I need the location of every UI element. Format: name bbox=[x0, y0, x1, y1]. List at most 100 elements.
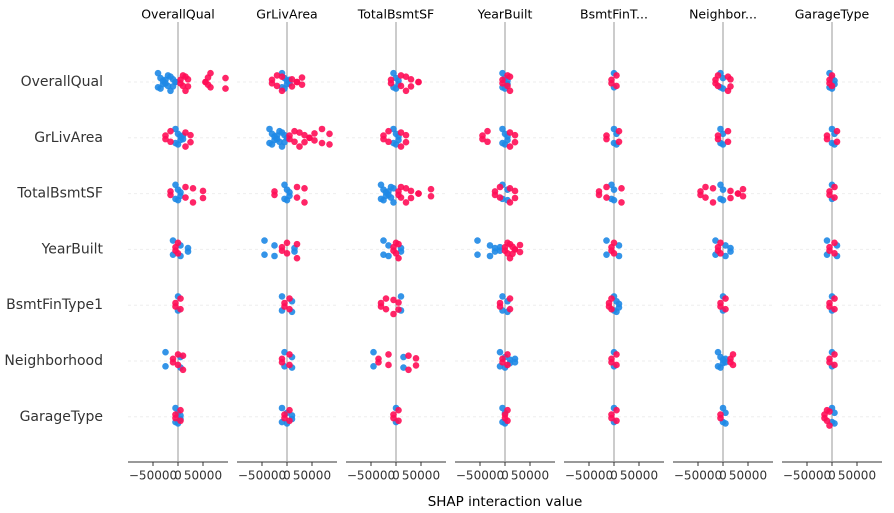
shap-dot bbox=[174, 361, 182, 369]
shap-dot bbox=[499, 69, 506, 77]
shap-dot bbox=[613, 82, 620, 90]
shap-dot bbox=[182, 143, 189, 150]
shap-dot bbox=[182, 183, 189, 191]
shap-dot bbox=[709, 185, 717, 192]
shap-dot bbox=[293, 254, 301, 262]
shap-dot bbox=[311, 137, 318, 144]
shap-dot bbox=[603, 194, 610, 201]
shap-dot bbox=[286, 188, 293, 196]
x-tick-label: 50000 bbox=[184, 469, 222, 483]
shap-dot bbox=[496, 183, 504, 191]
shap-dot bbox=[712, 237, 719, 244]
shap-dot bbox=[714, 72, 722, 79]
shap-dot bbox=[608, 305, 615, 313]
shap-dot bbox=[268, 80, 276, 87]
shap-dot bbox=[154, 69, 162, 77]
shap-dot bbox=[709, 199, 717, 206]
shap-dot bbox=[288, 412, 296, 419]
x-tick-label: 0 bbox=[719, 469, 727, 483]
shap-dot bbox=[506, 305, 514, 313]
shap-dot bbox=[828, 72, 836, 79]
shap-dot bbox=[162, 348, 169, 356]
shap-dot bbox=[177, 295, 184, 302]
shap-dot bbox=[613, 417, 620, 425]
shap-dot bbox=[613, 72, 620, 79]
shap-dot bbox=[177, 417, 184, 425]
shap-dot bbox=[278, 87, 286, 95]
shap-dot bbox=[177, 406, 184, 414]
shap-dot bbox=[511, 131, 519, 139]
shap-dot bbox=[172, 78, 179, 86]
shap-dot bbox=[400, 364, 407, 371]
shap-dot bbox=[608, 359, 615, 366]
shap-dot bbox=[615, 300, 623, 308]
shap-dot bbox=[618, 199, 625, 206]
row-label: OverallQual bbox=[21, 74, 103, 90]
shap-dot bbox=[504, 406, 511, 414]
shap-dot bbox=[603, 135, 610, 143]
shap-dot bbox=[222, 85, 229, 92]
shap-dot bbox=[499, 80, 506, 87]
shap-dot bbox=[717, 239, 724, 247]
shap-dot bbox=[293, 194, 301, 201]
x-tick-label: 50000 bbox=[402, 469, 440, 483]
shap-dot bbox=[385, 242, 392, 249]
shap-dot bbox=[499, 359, 506, 366]
shap-dot bbox=[722, 409, 729, 417]
shap-dot bbox=[222, 74, 229, 82]
shap-dot bbox=[479, 135, 486, 143]
shap-dot bbox=[402, 131, 410, 139]
x-tick-label: 0 bbox=[174, 469, 182, 483]
shap-dot bbox=[719, 196, 727, 204]
shap-dot bbox=[826, 422, 833, 429]
shap-dot bbox=[189, 199, 197, 206]
shap-dot bbox=[595, 191, 603, 199]
shap-dot bbox=[169, 359, 177, 366]
shap-dot bbox=[273, 72, 281, 79]
shap-dot bbox=[397, 129, 405, 136]
shap-dot bbox=[504, 361, 511, 369]
shap-dot bbox=[298, 81, 306, 88]
shap-dot bbox=[506, 129, 514, 136]
shap-dot bbox=[724, 138, 732, 146]
column-title: BsmtFinT... bbox=[580, 7, 648, 22]
shap-dot bbox=[727, 244, 734, 252]
shap-dot bbox=[405, 366, 412, 374]
shap-dot bbox=[395, 406, 402, 414]
shap-dot bbox=[415, 78, 422, 86]
shap-dot bbox=[608, 414, 615, 422]
shap-dot bbox=[276, 138, 283, 146]
shap-dot bbox=[719, 130, 727, 138]
shap-dot bbox=[395, 77, 402, 84]
shap-dot bbox=[484, 127, 491, 135]
shap-dot bbox=[187, 131, 194, 139]
shap-dot bbox=[261, 251, 268, 258]
shap-dot bbox=[199, 194, 207, 202]
shap-dot bbox=[397, 183, 405, 191]
shap-dot bbox=[719, 186, 727, 193]
x-tick-label: −50000 bbox=[456, 469, 504, 483]
x-tick-label: −50000 bbox=[238, 469, 286, 483]
shap-dot bbox=[727, 187, 734, 195]
shap-dot bbox=[491, 244, 499, 252]
shap-dot bbox=[415, 190, 422, 197]
shap-dot bbox=[608, 181, 615, 189]
shap-dot bbox=[278, 247, 286, 255]
shap-dot bbox=[831, 183, 838, 191]
shap-dot bbox=[174, 250, 182, 257]
x-tick-label: 0 bbox=[610, 469, 618, 483]
shap-dot bbox=[301, 199, 308, 206]
shap-dot bbox=[714, 82, 722, 90]
shap-dot bbox=[298, 74, 306, 81]
shap-dot bbox=[306, 134, 313, 142]
shap-dot bbox=[182, 194, 189, 201]
shap-dot bbox=[385, 351, 392, 358]
shap-dot bbox=[387, 80, 395, 87]
shap-dot bbox=[511, 138, 519, 146]
shap-dot bbox=[496, 348, 504, 356]
shap-dot bbox=[615, 252, 623, 260]
shap-dot bbox=[286, 417, 293, 425]
x-tick-label: 0 bbox=[392, 469, 400, 483]
shap-dot bbox=[504, 351, 511, 358]
shap-dot bbox=[397, 293, 405, 300]
